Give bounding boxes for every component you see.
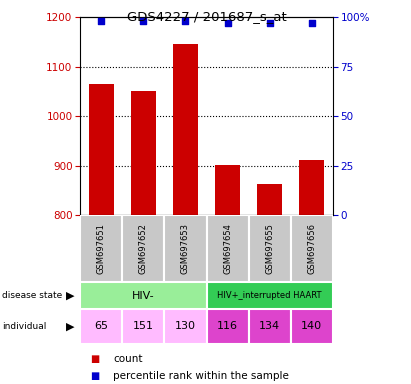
Bar — [249, 309, 291, 344]
Bar — [257, 184, 282, 215]
Text: percentile rank within the sample: percentile rank within the sample — [113, 371, 289, 381]
Text: ■: ■ — [90, 354, 100, 364]
Bar — [80, 282, 206, 309]
Text: ▶: ▶ — [65, 321, 74, 331]
Text: 130: 130 — [175, 321, 196, 331]
Bar — [291, 309, 333, 344]
Text: HIV-: HIV- — [132, 291, 155, 301]
Text: GSM697654: GSM697654 — [223, 223, 232, 274]
Text: ■: ■ — [90, 371, 100, 381]
Text: disease state: disease state — [2, 291, 62, 300]
Text: GSM697655: GSM697655 — [265, 223, 274, 274]
Text: 151: 151 — [133, 321, 154, 331]
Bar — [249, 215, 291, 282]
Bar — [122, 215, 164, 282]
Text: count: count — [113, 354, 143, 364]
Point — [182, 18, 189, 24]
Point — [266, 20, 273, 26]
Text: individual: individual — [2, 322, 46, 331]
Bar — [89, 84, 114, 215]
Text: GSM697656: GSM697656 — [307, 223, 316, 274]
Point — [309, 20, 315, 26]
Text: GSM697653: GSM697653 — [181, 223, 190, 274]
Text: 65: 65 — [94, 321, 108, 331]
Bar — [206, 215, 249, 282]
Text: 140: 140 — [301, 321, 322, 331]
Bar — [206, 309, 249, 344]
Bar — [299, 160, 325, 215]
Bar — [80, 215, 122, 282]
Point — [224, 20, 231, 26]
Bar — [291, 215, 333, 282]
Bar — [164, 309, 206, 344]
Text: ▶: ▶ — [65, 291, 74, 301]
Bar — [206, 282, 333, 309]
Text: 134: 134 — [259, 321, 280, 331]
Text: GDS4227 / 201687_s_at: GDS4227 / 201687_s_at — [127, 10, 286, 23]
Bar — [215, 165, 240, 215]
Bar — [122, 309, 164, 344]
Bar — [80, 309, 122, 344]
Bar — [164, 215, 206, 282]
Text: GSM697651: GSM697651 — [97, 223, 106, 274]
Text: GSM697652: GSM697652 — [139, 223, 148, 274]
Text: HIV+_interrupted HAART: HIV+_interrupted HAART — [217, 291, 322, 300]
Bar — [131, 91, 156, 215]
Bar — [173, 45, 198, 215]
Point — [98, 18, 104, 24]
Point — [140, 18, 147, 24]
Text: 116: 116 — [217, 321, 238, 331]
